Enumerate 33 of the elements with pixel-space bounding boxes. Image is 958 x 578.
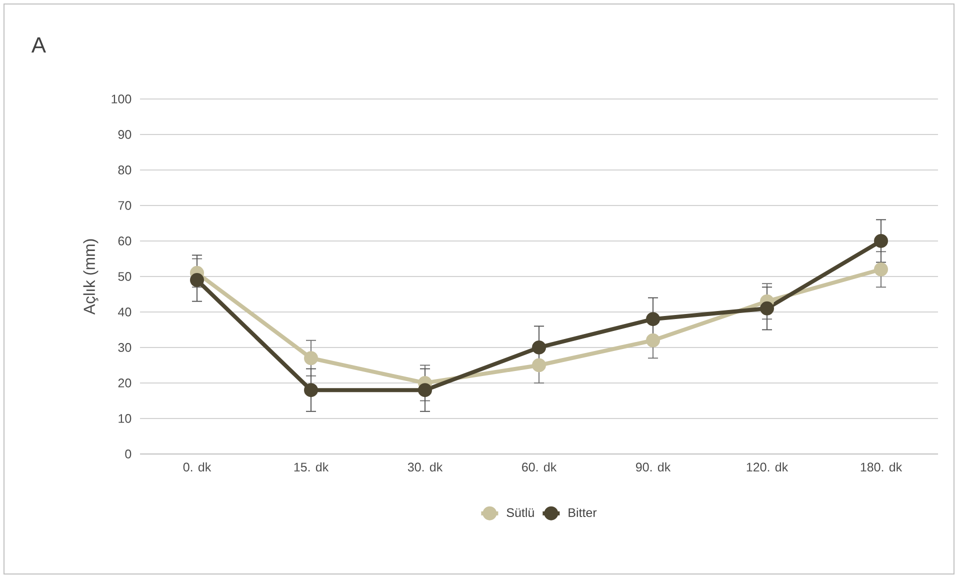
point [646,333,660,348]
y-tick-label: 90 [118,130,132,139]
y-tick-label: 70 [118,201,132,210]
x-tick-label: 120. dk [746,462,788,472]
point [760,301,774,316]
x-tick-label: 90. dk [636,462,671,472]
y-tick-label: 30 [118,343,132,352]
legend-label: Bitter [568,508,597,518]
point [874,234,888,248]
y-tick-label: 40 [118,308,132,316]
point [418,383,432,398]
point [304,351,318,366]
legend-label: Sütlü [506,508,534,518]
point [874,262,888,276]
y-tick-label: 80 [118,166,132,174]
point [190,273,204,288]
y-tick-label: 60 [118,236,132,246]
point [532,358,546,372]
y-tick-label: 50 [118,272,132,281]
x-tick-label: 15. dk [294,462,329,472]
x-tick-label: 0. dk [183,462,212,472]
x-tick-label: 180. dk [860,462,902,472]
point [646,312,660,326]
x-tick-label: 30. dk [408,462,443,472]
chart-title: A [31,37,46,53]
y-tick-label: 0 [125,450,132,458]
y-tick-label: 100 [112,94,132,104]
y-axis-title: Açlık (mm) [83,239,98,315]
point [304,383,318,398]
point [532,340,546,354]
y-tick-label: 10 [118,414,132,423]
x-tick-label: 60. dk [522,462,557,472]
y-tick-label: 20 [118,378,132,388]
